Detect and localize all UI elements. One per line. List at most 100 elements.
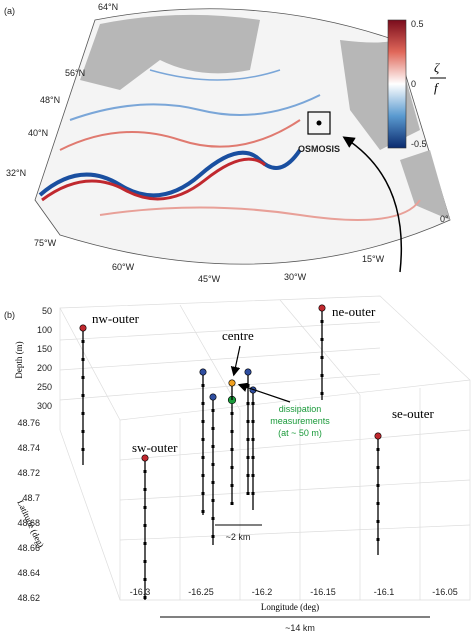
instrument <box>230 412 234 415</box>
instrument <box>143 542 147 545</box>
axis-title: Longitude (deg) <box>261 602 319 612</box>
instrument <box>251 474 255 477</box>
instrument <box>246 492 250 495</box>
mooring-label: nw-outer <box>92 311 140 326</box>
longitude-tick: -16.3 <box>130 587 151 597</box>
longitude-tick: -16.05 <box>432 587 458 597</box>
instrument <box>201 402 205 405</box>
instrument <box>230 484 234 487</box>
instrument <box>246 402 250 405</box>
instrument <box>320 374 324 377</box>
mooring-label: se-outer <box>392 406 435 421</box>
depth-tick: 50 <box>42 306 52 316</box>
colorbar-tick: 0.5 <box>411 19 424 29</box>
mooring-label: ne-outer <box>332 304 376 319</box>
instrument <box>246 420 250 423</box>
depth-tick: 100 <box>37 325 52 335</box>
instrument <box>81 358 85 361</box>
instrument <box>81 430 85 433</box>
moorings <box>79 304 382 600</box>
instrument <box>230 502 234 505</box>
tick-labels: 50 100 150 200 250 300 48.76 48.74 48.72 48.7 48.6… <box>17 306 457 603</box>
instrument <box>251 492 255 495</box>
instrument <box>376 502 380 505</box>
instrument <box>320 392 324 395</box>
longitude-tick: -16.1 <box>374 587 395 597</box>
instrument <box>211 463 215 466</box>
instrument <box>201 510 205 513</box>
instrument <box>143 560 147 563</box>
instrument <box>246 474 250 477</box>
latitude-tick: 48.66 <box>17 543 40 553</box>
instrument <box>376 520 380 523</box>
instrument <box>143 596 147 599</box>
instrument <box>81 448 85 451</box>
instrument <box>251 420 255 423</box>
lon-label: 60°W <box>112 262 135 272</box>
lon-label: 0° <box>440 214 449 224</box>
colorbar-tick: 0 <box>411 79 416 89</box>
instrument <box>211 535 215 538</box>
instrument <box>211 517 215 520</box>
latitude-tick: 48.74 <box>17 443 40 453</box>
latitude-tick: 48.68 <box>17 518 40 528</box>
instrument <box>81 340 85 343</box>
latitude-tick: 48.76 <box>17 418 40 428</box>
scale-label: ~14 km <box>285 623 315 633</box>
depth-tick: 150 <box>37 344 52 354</box>
instrument <box>211 481 215 484</box>
float <box>79 324 87 332</box>
arrow <box>230 345 241 377</box>
float <box>318 304 326 312</box>
instrument <box>320 356 324 359</box>
mooring-label: sw-outer <box>132 440 178 455</box>
lon-label: 30°W <box>284 272 307 282</box>
instrument <box>246 456 250 459</box>
site-label: OSMOSIS <box>298 144 340 154</box>
instrument <box>376 448 380 451</box>
float <box>228 379 236 387</box>
longitude-tick: -16.25 <box>188 587 214 597</box>
instrument <box>251 438 255 441</box>
axis-title: Depth (m) <box>14 341 24 378</box>
instrument <box>251 456 255 459</box>
instrument <box>143 506 147 509</box>
lon-label: 75°W <box>34 238 57 248</box>
box-grid <box>59 295 471 601</box>
instrument <box>246 438 250 441</box>
float <box>209 393 217 401</box>
colorbar-tick: -0.5 <box>411 139 427 149</box>
instrument <box>201 384 205 387</box>
colorbar-label: ζ <box>434 60 440 75</box>
instrument <box>201 438 205 441</box>
instrument <box>376 484 380 487</box>
colorbar-label: f <box>434 80 440 95</box>
lat-label: 40°N <box>28 128 48 138</box>
instrument <box>143 470 147 473</box>
instrument <box>376 538 380 541</box>
instrument <box>230 466 234 469</box>
instrument <box>211 445 215 448</box>
instrument <box>143 524 147 527</box>
float <box>141 454 149 462</box>
depth-tick: 250 <box>37 382 52 392</box>
instrument <box>143 488 147 491</box>
instrument <box>201 456 205 459</box>
float <box>374 432 382 440</box>
longitude-tick: -16.15 <box>310 587 336 597</box>
instrument <box>211 427 215 430</box>
instrument <box>376 466 380 469</box>
instrument <box>230 430 234 433</box>
instrument <box>211 409 215 412</box>
scale-label: ~2 km <box>226 532 251 542</box>
float <box>244 368 252 376</box>
annotation: measurements <box>270 416 330 426</box>
instrument <box>201 492 205 495</box>
instrument <box>201 420 205 423</box>
lat-label: 56°N <box>65 68 85 78</box>
annotation: (at ~ 50 m) <box>278 428 322 438</box>
instrument <box>201 474 205 477</box>
instrument <box>320 338 324 341</box>
lon-label: 45°W <box>198 274 221 284</box>
